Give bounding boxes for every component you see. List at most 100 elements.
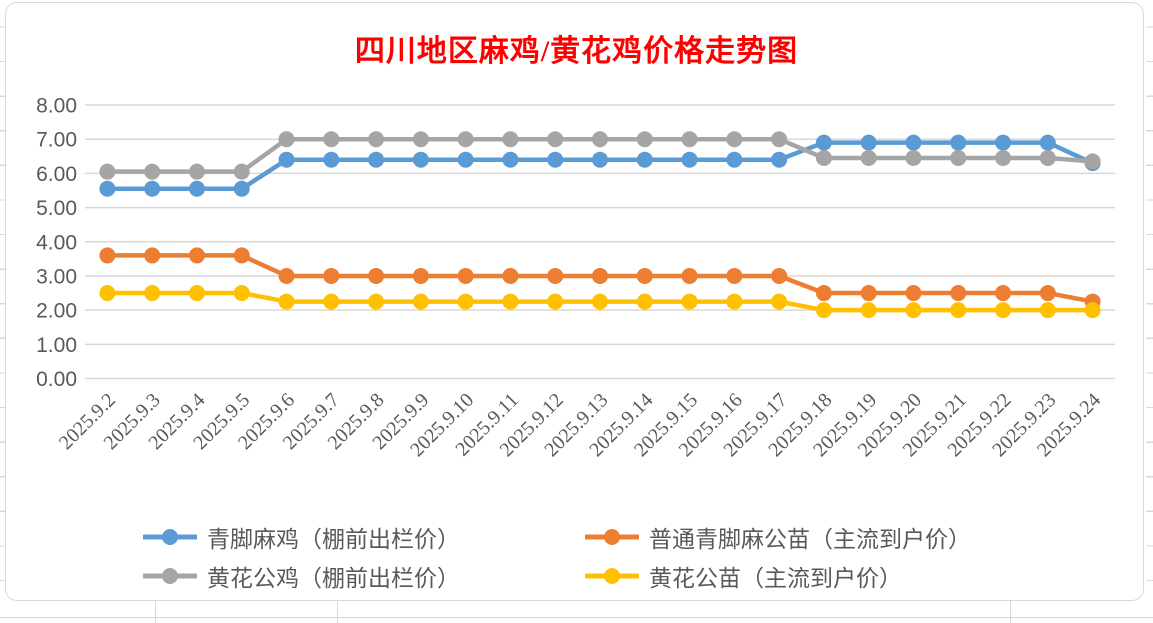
worksheet-strip-bottom	[0, 600, 1153, 623]
legend-marker-icon	[143, 529, 197, 545]
data-point-s0	[995, 134, 1012, 151]
data-point-s2	[278, 131, 295, 148]
legend-label: 黄花公苗（主流到户价）	[649, 566, 902, 591]
data-point-s1	[502, 267, 519, 284]
data-point-s2	[815, 149, 832, 166]
data-point-s2	[681, 131, 698, 148]
data-point-s1	[278, 267, 295, 284]
data-point-s3	[1039, 302, 1056, 319]
data-point-s3	[99, 285, 116, 302]
data-point-s2	[771, 131, 788, 148]
data-point-s2	[233, 163, 250, 180]
data-point-s0	[323, 151, 340, 168]
y-tick-label: 7.00	[36, 129, 77, 152]
data-point-s3	[323, 293, 340, 310]
legend-item-3: 黄花公苗（主流到户价）	[585, 559, 1023, 593]
data-point-s2	[188, 163, 205, 180]
data-point-s1	[860, 285, 877, 302]
data-point-s3	[815, 302, 832, 319]
data-point-s2	[323, 131, 340, 148]
data-point-s3	[144, 285, 161, 302]
worksheet-column-line	[1010, 600, 1011, 623]
y-tick-label: 3.00	[36, 265, 77, 288]
data-point-s3	[771, 293, 788, 310]
data-point-s3	[368, 293, 385, 310]
data-point-s2	[950, 149, 967, 166]
data-point-s1	[726, 267, 743, 284]
data-point-s3	[278, 293, 295, 310]
legend-label: 青脚麻鸡（棚前出栏价）	[207, 527, 460, 552]
worksheet-gridlines-right	[1146, 0, 1153, 607]
data-point-s1	[99, 247, 116, 264]
data-point-s2	[412, 131, 429, 148]
data-point-s0	[144, 180, 161, 197]
data-point-s0	[950, 134, 967, 151]
data-point-s2	[547, 131, 564, 148]
y-tick-label: 2.00	[36, 300, 77, 323]
data-point-s0	[233, 180, 250, 197]
data-point-s0	[681, 151, 698, 168]
data-point-s0	[457, 151, 474, 168]
data-point-s1	[457, 267, 474, 284]
data-point-s0	[1039, 134, 1056, 151]
data-point-s0	[412, 151, 429, 168]
data-point-s2	[905, 149, 922, 166]
data-point-s3	[188, 285, 205, 302]
legend-marker-icon	[585, 529, 639, 545]
data-point-s0	[860, 134, 877, 151]
data-point-s2	[995, 149, 1012, 166]
data-point-s0	[502, 151, 519, 168]
data-point-s1	[681, 267, 698, 284]
data-point-s3	[860, 302, 877, 319]
worksheet-column-line	[155, 600, 156, 623]
legend-marker-icon	[585, 568, 639, 584]
data-point-s2	[99, 163, 116, 180]
worksheet-column-line	[337, 600, 338, 623]
legend-item-2: 黄花公鸡（棚前出栏价）	[143, 559, 585, 593]
data-point-s1	[995, 285, 1012, 302]
legend-marker-icon	[143, 568, 197, 584]
data-point-s2	[1039, 149, 1056, 166]
data-point-s3	[547, 293, 564, 310]
legend-label: 普通青脚麻公苗（主流到户价）	[649, 527, 971, 552]
data-point-s2	[457, 131, 474, 148]
y-tick-label: 6.00	[36, 163, 77, 186]
data-point-s3	[995, 302, 1012, 319]
chart-legend: 青脚麻鸡（棚前出栏价） 普通青脚麻公苗（主流到户价） 黄花公鸡（棚前出栏价） 黄花公苗…	[143, 520, 1023, 593]
worksheet-row-line	[0, 617, 1153, 618]
y-tick-label: 8.00	[36, 95, 77, 118]
y-tick-label: 0.00	[36, 368, 77, 391]
legend-label: 黄花公鸡（棚前出栏价）	[207, 566, 460, 591]
data-point-s0	[815, 134, 832, 151]
data-point-s0	[188, 180, 205, 197]
data-point-s2	[502, 131, 519, 148]
data-point-s1	[771, 267, 788, 284]
data-point-s1	[950, 285, 967, 302]
worksheet-gridlines-left	[0, 0, 5, 607]
data-point-s2	[368, 131, 385, 148]
data-point-s1	[412, 267, 429, 284]
data-point-s1	[1039, 285, 1056, 302]
data-point-s1	[815, 285, 832, 302]
y-tick-label: 4.00	[36, 231, 77, 254]
data-point-s3	[233, 285, 250, 302]
data-point-s3	[592, 293, 608, 310]
data-point-s0	[592, 151, 608, 168]
data-point-s1	[592, 267, 608, 284]
data-point-s1	[233, 247, 250, 264]
data-point-s3	[636, 293, 653, 310]
data-point-s0	[278, 151, 295, 168]
data-point-s0	[726, 151, 743, 168]
data-point-s3	[1084, 302, 1101, 319]
data-point-s0	[905, 134, 922, 151]
data-point-s2	[1084, 153, 1101, 170]
data-point-s2	[636, 131, 653, 148]
y-tick-label: 5.00	[36, 197, 77, 220]
data-point-s2	[860, 149, 877, 166]
data-point-s3	[905, 302, 922, 319]
data-point-s3	[502, 293, 519, 310]
data-point-s1	[905, 285, 922, 302]
data-point-s3	[726, 293, 743, 310]
data-point-s1	[547, 267, 564, 284]
